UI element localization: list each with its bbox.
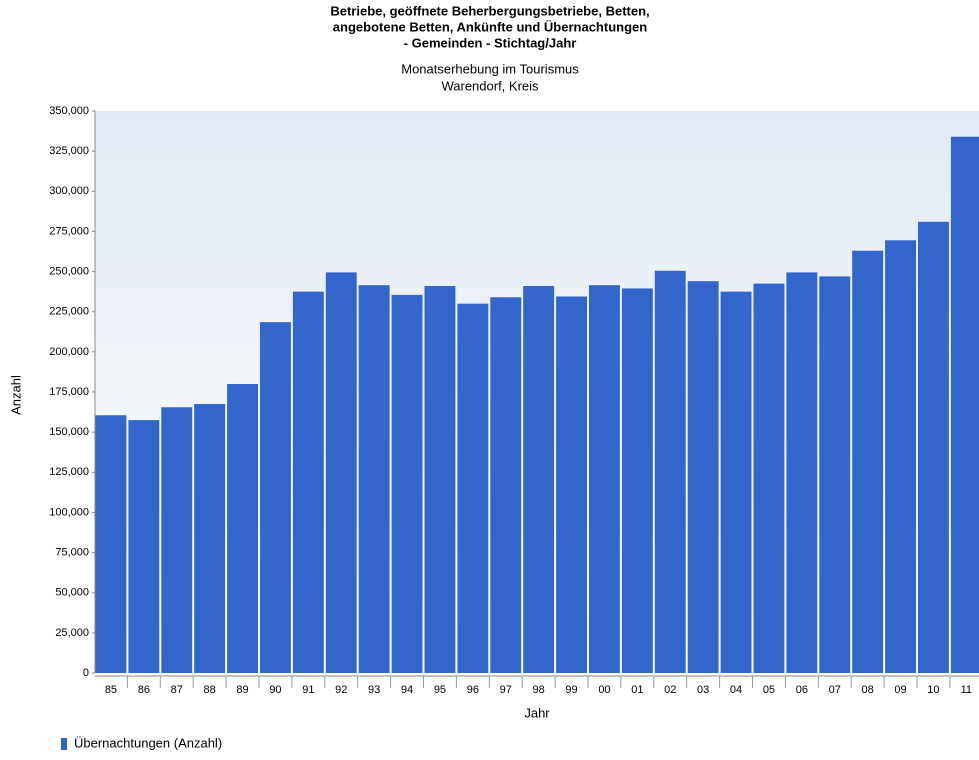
bar [885,240,916,673]
bar [194,404,226,673]
y-tick-label: 125,000 [49,466,89,478]
bar [260,322,291,673]
y-tick-label: 100,000 [49,506,89,518]
subtitle-line: Warendorf, Kreis [441,78,539,93]
x-axis-label: Jahr [524,705,550,720]
x-tick-label: 01 [631,684,643,696]
x-tick-label: 85 [105,684,117,696]
y-tick-label: 0 [83,667,89,679]
y-tick-label: 250,000 [49,265,89,277]
x-tick-label: 87 [171,684,183,696]
bar [95,415,127,673]
bar [490,297,522,673]
x-tick-label: 02 [664,684,676,696]
bar [457,303,489,673]
x-tick-label: 10 [927,684,939,696]
y-axis-label: Anzahl [8,375,23,415]
legend-label: Übernachtungen (Anzahl) [74,735,222,750]
x-tick-label: 92 [335,684,347,696]
y-tick-label: 225,000 [49,306,89,318]
bar [523,286,555,673]
x-tick-label: 91 [302,684,314,696]
x-tick-label: 11 [961,684,972,696]
bar [819,276,851,673]
bar [161,407,193,673]
x-tick-label: 89 [236,684,248,696]
title-line: - Gemeinden - Stichtag/Jahr [404,35,577,50]
bar [325,272,357,673]
y-tick-label: 275,000 [49,225,89,237]
y-tick-label: 75,000 [55,546,89,558]
bar [589,285,620,673]
bar [753,283,785,673]
bar [621,288,653,673]
x-tick-label: 00 [598,684,610,696]
x-tick-label: 08 [862,684,874,696]
title-line: angebotene Betten, Ankünfte und Übernach… [333,19,647,34]
x-tick-label: 03 [697,684,709,696]
bar [227,383,258,673]
x-tick-label: 99 [565,684,577,696]
bar [654,270,686,673]
bar [292,291,324,673]
x-tick-label: 94 [401,684,413,696]
plot: 0 25,000 50,000 75,000 100,000 125,000 150,000… [49,105,979,750]
y-tick-label: 300,000 [49,185,89,197]
bar [424,286,456,673]
bar [786,272,818,673]
x-tick-label: 96 [467,684,479,696]
bar [391,294,423,673]
y-tick-label: 325,000 [49,145,89,157]
x-tick-label: 88 [204,684,216,696]
x-tick-label: 06 [796,684,808,696]
x-tick-label: 93 [368,684,380,696]
y-tick-label: 350,000 [49,105,89,117]
x-tick-label: 95 [434,684,446,696]
y-tick-label: 50,000 [55,587,89,599]
x-tick-label: 04 [730,684,742,696]
bar [556,296,587,673]
y-tick-label: 175,000 [49,386,89,398]
x-tick-label: 86 [138,684,150,696]
bar [687,281,719,673]
y-tick-label: 150,000 [49,426,89,438]
bar [358,285,390,673]
y-tick-label: 25,000 [55,627,89,639]
x-tick-label: 90 [269,684,281,696]
x-tick-label: 07 [829,684,841,696]
bar [950,136,979,674]
legend-swatch [61,738,67,750]
y-tick-label: 200,000 [49,346,89,358]
bar [720,291,752,673]
x-tick-label: 05 [763,684,775,696]
bar [128,420,160,673]
x-tick-label: 98 [533,684,545,696]
subtitle-line: Monatserhebung im Tourismus [401,61,579,76]
title-line: Betriebe, geöffnete Beherbergungsbetrieb… [330,3,649,18]
x-tick-label: 97 [500,684,512,696]
bar [918,221,949,673]
bar [852,250,884,673]
x-tick-label: 09 [894,684,906,696]
